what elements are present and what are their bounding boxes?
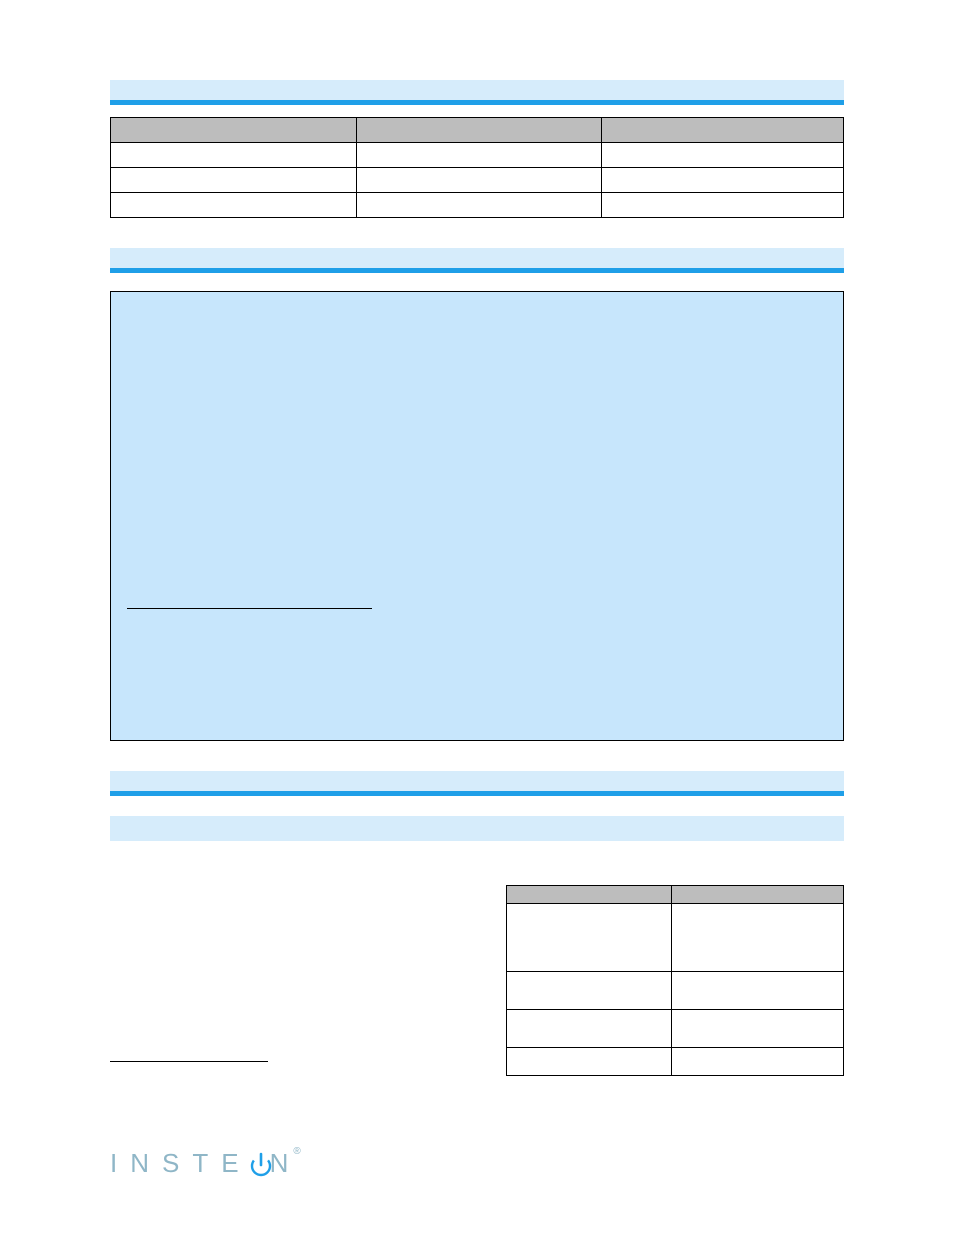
table-main-cell — [111, 193, 357, 218]
table-row — [507, 1010, 844, 1048]
spec-table-cell — [507, 1048, 672, 1076]
table-main-cell — [602, 143, 844, 168]
inner-divider-line — [127, 608, 372, 609]
table-row — [111, 193, 844, 218]
logo-letter: S — [162, 1148, 192, 1179]
table-main-col-1 — [111, 118, 357, 143]
power-icon — [249, 1151, 273, 1177]
spec-table — [506, 885, 844, 1076]
spec-table-col-1 — [507, 886, 672, 904]
logo-letter: T — [192, 1148, 221, 1179]
table-main-cell — [111, 143, 357, 168]
table-main-col-3 — [602, 118, 844, 143]
spec-table-cell — [672, 904, 844, 972]
spec-table-cell — [507, 904, 672, 972]
table-main-cell — [356, 193, 602, 218]
section-header-2 — [110, 248, 844, 273]
footnote-rule — [110, 1061, 268, 1062]
logo-letter: I — [110, 1148, 130, 1179]
table-main — [110, 117, 844, 218]
spec-table-cell — [507, 972, 672, 1010]
logo-letter: E — [221, 1148, 251, 1179]
brand-logo: I N S T E N ® — [110, 1148, 309, 1179]
table-main-cell — [602, 168, 844, 193]
section-header-3 — [110, 771, 844, 796]
info-box — [110, 291, 844, 741]
table-row — [111, 168, 844, 193]
spec-table-cell — [672, 972, 844, 1010]
table-row — [507, 904, 844, 972]
table-main-cell — [356, 168, 602, 193]
table-main-col-2 — [356, 118, 602, 143]
spec-table-cell — [672, 1010, 844, 1048]
table-main-cell — [602, 193, 844, 218]
registered-mark: ® — [293, 1146, 300, 1157]
subsection-bar — [110, 816, 844, 841]
table-row — [507, 1048, 844, 1076]
spec-table-col-2 — [672, 886, 844, 904]
logo-letter: N — [130, 1148, 162, 1179]
table-main-cell — [111, 168, 357, 193]
spec-table-cell — [507, 1010, 672, 1048]
table-main-cell — [356, 143, 602, 168]
table-row — [507, 972, 844, 1010]
section-header-1 — [110, 80, 844, 105]
spec-table-cell — [672, 1048, 844, 1076]
table-row — [111, 143, 844, 168]
